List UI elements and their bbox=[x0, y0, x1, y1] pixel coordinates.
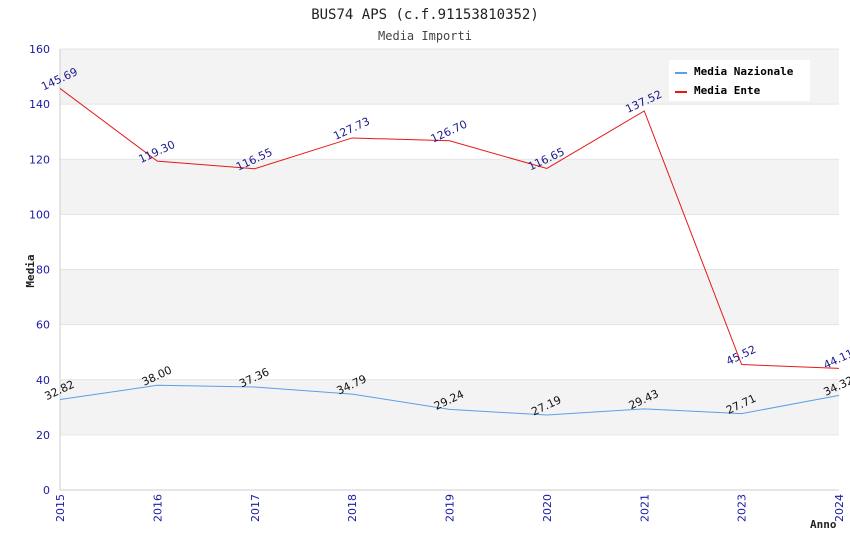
legend-box bbox=[669, 60, 810, 101]
y-tick-label: 80 bbox=[36, 264, 50, 277]
series-line-media-nazionale bbox=[59, 384, 840, 416]
x-tick-label: 2019 bbox=[444, 494, 457, 522]
y-tick-label: 40 bbox=[36, 374, 50, 387]
plot-band bbox=[60, 159, 839, 215]
legend-label-media-nazionale: Media Nazionale bbox=[694, 65, 794, 78]
y-tick-label: 100 bbox=[29, 208, 50, 221]
legend: Media Nazionale Media Ente bbox=[669, 60, 810, 101]
x-tick-label: 2017 bbox=[249, 494, 262, 522]
x-tick-label: 2021 bbox=[638, 494, 651, 522]
x-tick-label: 2023 bbox=[736, 494, 749, 522]
y-tick-label: 120 bbox=[29, 153, 50, 166]
x-tick-label: 2024 bbox=[833, 494, 846, 522]
y-tick-label: 160 bbox=[29, 43, 50, 56]
y-tick-labels: 0 20 40 60 80 100 120 140 160 bbox=[29, 43, 50, 497]
x-tick-label: 2015 bbox=[54, 494, 67, 522]
y-tick-label: 0 bbox=[43, 484, 50, 497]
x-tick-label: 2016 bbox=[151, 494, 164, 522]
chart-title: BUS74 APS (c.f.91153810352) bbox=[311, 7, 539, 23]
plot-band bbox=[60, 434, 839, 490]
plot-band bbox=[60, 104, 839, 160]
series-lines bbox=[59, 88, 840, 416]
plot-band bbox=[60, 269, 839, 325]
y-tick-label: 140 bbox=[29, 98, 50, 111]
x-axis-title: Anno bbox=[810, 518, 837, 531]
chart-subtitle: Media Importi bbox=[378, 29, 472, 43]
x-tick-label: 2020 bbox=[541, 494, 554, 522]
plot-band bbox=[60, 379, 839, 435]
legend-label-media-ente: Media Ente bbox=[694, 84, 761, 97]
plot-band bbox=[60, 214, 839, 270]
x-tick-labels: 2015 2016 2017 2018 2019 2020 2021 2023 2024 bbox=[54, 494, 846, 522]
series-line-media-ente bbox=[59, 88, 840, 369]
x-tick-label: 2018 bbox=[346, 494, 359, 522]
y-axis-title: Media bbox=[24, 254, 37, 287]
y-tick-label: 60 bbox=[36, 319, 50, 332]
y-tick-label: 20 bbox=[36, 429, 50, 442]
plot-band bbox=[60, 324, 839, 380]
